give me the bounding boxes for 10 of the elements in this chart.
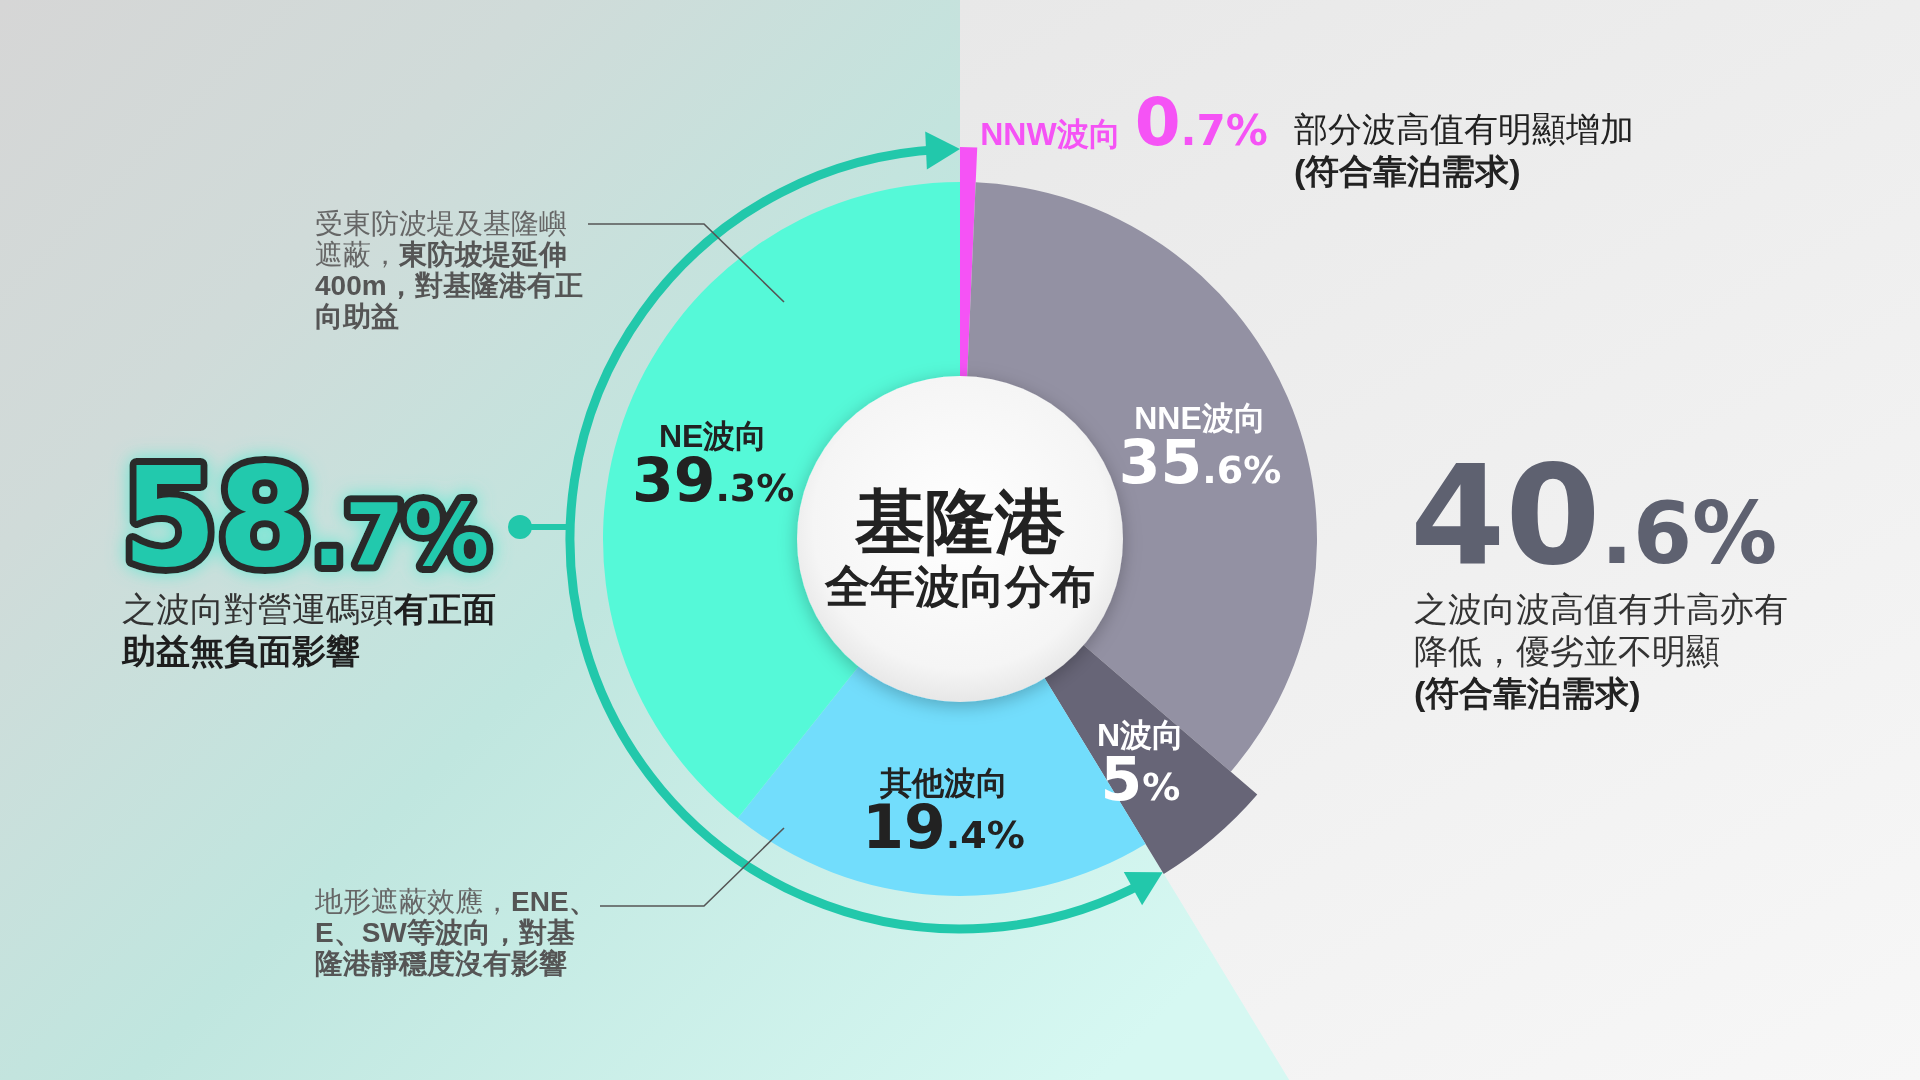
text: 部分波高值有明顯增加 [1294, 110, 1634, 148]
text: (符合靠泊需求) [1414, 674, 1641, 712]
text: 基隆港 [854, 483, 1065, 561]
text: 受東防波堤及基隆嶼遮蔽，東防坡堤延伸400m，對基隆港有正向助益 [315, 208, 583, 332]
text: (符合靠泊需求) [1294, 152, 1521, 190]
data-label: 0.7% [1134, 84, 1268, 161]
text: 地形遮蔽效應，ENE、E、SW等波向，對基隆港靜穩度沒有影響 [315, 886, 597, 979]
slice-label: NNW波向 [980, 116, 1121, 152]
text: 全年波向分布 [824, 561, 1095, 612]
text: 之波向波高值有升高亦有降低，優劣並不明顯 [1414, 590, 1788, 670]
